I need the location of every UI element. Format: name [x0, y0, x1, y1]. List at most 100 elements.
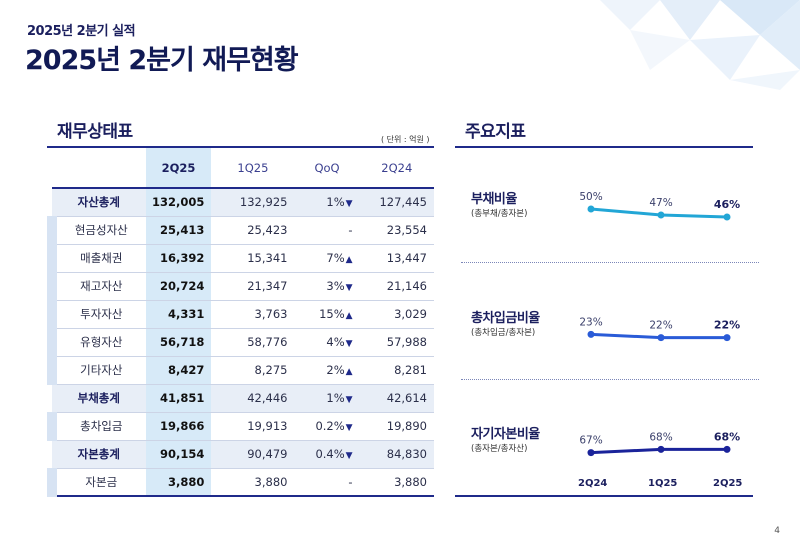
- cell-qoq: 0.2%▼: [294, 412, 360, 441]
- row-label: 자본금: [47, 468, 146, 497]
- data-point: [723, 334, 731, 342]
- metric-sub-debt-ratio: (총부채/총자본): [471, 209, 528, 219]
- table-row: 총차입금 19,866 19,913 0.2%▼ 19,890: [47, 412, 434, 441]
- table-row: 매출채권 16,392 15,341 7%▲ 13,447: [47, 244, 434, 273]
- cell-2q24: 21,146: [359, 272, 434, 301]
- data-label: 22%: [714, 319, 740, 332]
- cell-2q24: 8,281: [359, 356, 434, 385]
- data-label: 47%: [649, 197, 672, 209]
- qoq-value: -: [348, 223, 353, 237]
- balance-sheet-title: 재무상태표: [57, 122, 133, 142]
- table-row: 자본총계 90,154 90,479 0.4%▼ 84,830: [52, 440, 434, 469]
- col-header-1q25: 1Q25: [211, 148, 295, 189]
- cell-2q25: 16,392: [145, 244, 212, 273]
- table-row: 현금성자산 25,413 25,423 -23,554: [47, 216, 434, 245]
- data-label: 67%: [579, 435, 602, 447]
- cell-1q25: 8,275: [211, 356, 295, 385]
- col-header-2q24: 2Q24: [359, 148, 434, 189]
- decorative-triangle-pattern: [600, 0, 800, 90]
- row-label: 자산총계: [52, 188, 146, 217]
- key-indicators-top-rule: [455, 146, 753, 148]
- balance-sheet-top-rule: [47, 146, 434, 148]
- table-row: 자본금 3,880 3,880-3,880: [47, 468, 434, 497]
- cell-qoq: 15%▲: [294, 300, 360, 329]
- triangle-down-icon: ▼: [345, 339, 353, 349]
- unit-label: ( 단위 : 억원 ): [381, 135, 430, 144]
- key-indicators-title: 주요지표: [465, 122, 526, 142]
- triangle-down-icon: ▼: [345, 423, 353, 433]
- data-point: [723, 213, 731, 221]
- data-label: 22%: [649, 320, 672, 332]
- cell-1q25: 19,913: [211, 412, 295, 441]
- cell-2q24: 57,988: [359, 328, 434, 357]
- cell-1q25: 15,341: [211, 244, 295, 273]
- row-label: 유형자산: [47, 328, 146, 357]
- qoq-value: 0.2%: [315, 419, 345, 433]
- qoq-value: 1%: [326, 195, 345, 210]
- cell-2q25: 20,724: [145, 272, 212, 301]
- header-blank: [52, 148, 146, 189]
- cell-1q25: 58,776: [211, 328, 295, 357]
- cell-qoq: 3%▼: [294, 272, 360, 301]
- triangle-up-icon: ▲: [345, 367, 353, 377]
- cell-2q24: 3,029: [359, 300, 434, 329]
- row-label: 총차입금: [47, 412, 146, 441]
- triangle-down-icon: ▼: [345, 395, 353, 405]
- cell-1q25: 3,763: [211, 300, 295, 329]
- cell-2q25: 56,718: [145, 328, 212, 357]
- cell-2q24: 13,447: [359, 244, 434, 273]
- table-row: 유형자산 56,718 58,776 4%▼ 57,988: [47, 328, 434, 357]
- cell-1q25: 3,880: [211, 468, 295, 497]
- divider-dotted-1: [461, 262, 759, 263]
- data-point: [587, 449, 595, 457]
- metric-name-debt-ratio: 부채비율: [471, 192, 517, 207]
- qoq-value: 7%: [326, 251, 345, 265]
- table-row: 자산총계 132,005 132,925 1%▼ 127,445: [52, 188, 434, 217]
- col-header-2q25: 2Q25: [145, 148, 212, 189]
- metric-name-borrowing-ratio: 총차입금비율: [471, 311, 540, 326]
- data-point: [723, 445, 731, 453]
- triangle-up-icon: ▲: [345, 311, 353, 321]
- cell-qoq: 7%▲: [294, 244, 360, 273]
- page-title: 2025년 2분기 재무현황: [25, 45, 299, 76]
- cell-2q25: 8,427: [145, 356, 212, 385]
- row-label: 투자자산: [47, 300, 146, 329]
- row-label: 자본총계: [52, 440, 146, 469]
- cell-2q24: 23,554: [359, 216, 434, 245]
- qoq-value: 3%: [326, 279, 345, 293]
- cell-2q25: 41,851: [145, 384, 212, 413]
- data-label: 68%: [649, 431, 672, 443]
- cell-2q25: 3,880: [145, 468, 212, 497]
- qoq-value: 4%: [326, 335, 345, 349]
- metric-sub-equity-ratio: (총자본/총자산): [471, 444, 528, 454]
- row-label: 기타자산: [47, 356, 146, 385]
- data-label: 23%: [579, 316, 602, 328]
- cell-1q25: 42,446: [211, 384, 295, 413]
- cell-2q25: 19,866: [145, 412, 212, 441]
- row-label: 재고자산: [47, 272, 146, 301]
- x-label-2q25: 2Q25: [713, 478, 743, 489]
- table-row: 재고자산 20,724 21,347 3%▼ 21,146: [47, 272, 434, 301]
- cell-2q25: 132,005: [145, 188, 212, 217]
- qoq-value: -: [348, 474, 353, 489]
- cell-1q25: 25,423: [211, 216, 295, 245]
- cell-2q25: 90,154: [145, 440, 212, 469]
- table-header-row: 2Q25 1Q25 QoQ 2Q24: [52, 148, 434, 189]
- key-indicators-bottom-rule: [455, 495, 753, 497]
- qoq-value: 15%: [319, 307, 345, 321]
- table-row: 부채총계 41,851 42,446 1%▼ 42,614: [52, 384, 434, 413]
- row-label: 현금성자산: [47, 216, 146, 245]
- cell-2q24: 127,445: [359, 188, 434, 217]
- cell-2q24: 19,890: [359, 412, 434, 441]
- cell-qoq: 4%▼: [294, 328, 360, 357]
- cell-2q25: 4,331: [145, 300, 212, 329]
- cell-qoq: 1%▼: [294, 188, 360, 217]
- cell-qoq: -: [294, 468, 360, 497]
- data-point: [587, 330, 595, 338]
- row-label: 부채총계: [52, 384, 146, 413]
- col-header-qoq: QoQ: [294, 148, 360, 189]
- qoq-value: 0.4%: [315, 447, 345, 461]
- data-point: [657, 334, 665, 342]
- data-point: [657, 211, 665, 219]
